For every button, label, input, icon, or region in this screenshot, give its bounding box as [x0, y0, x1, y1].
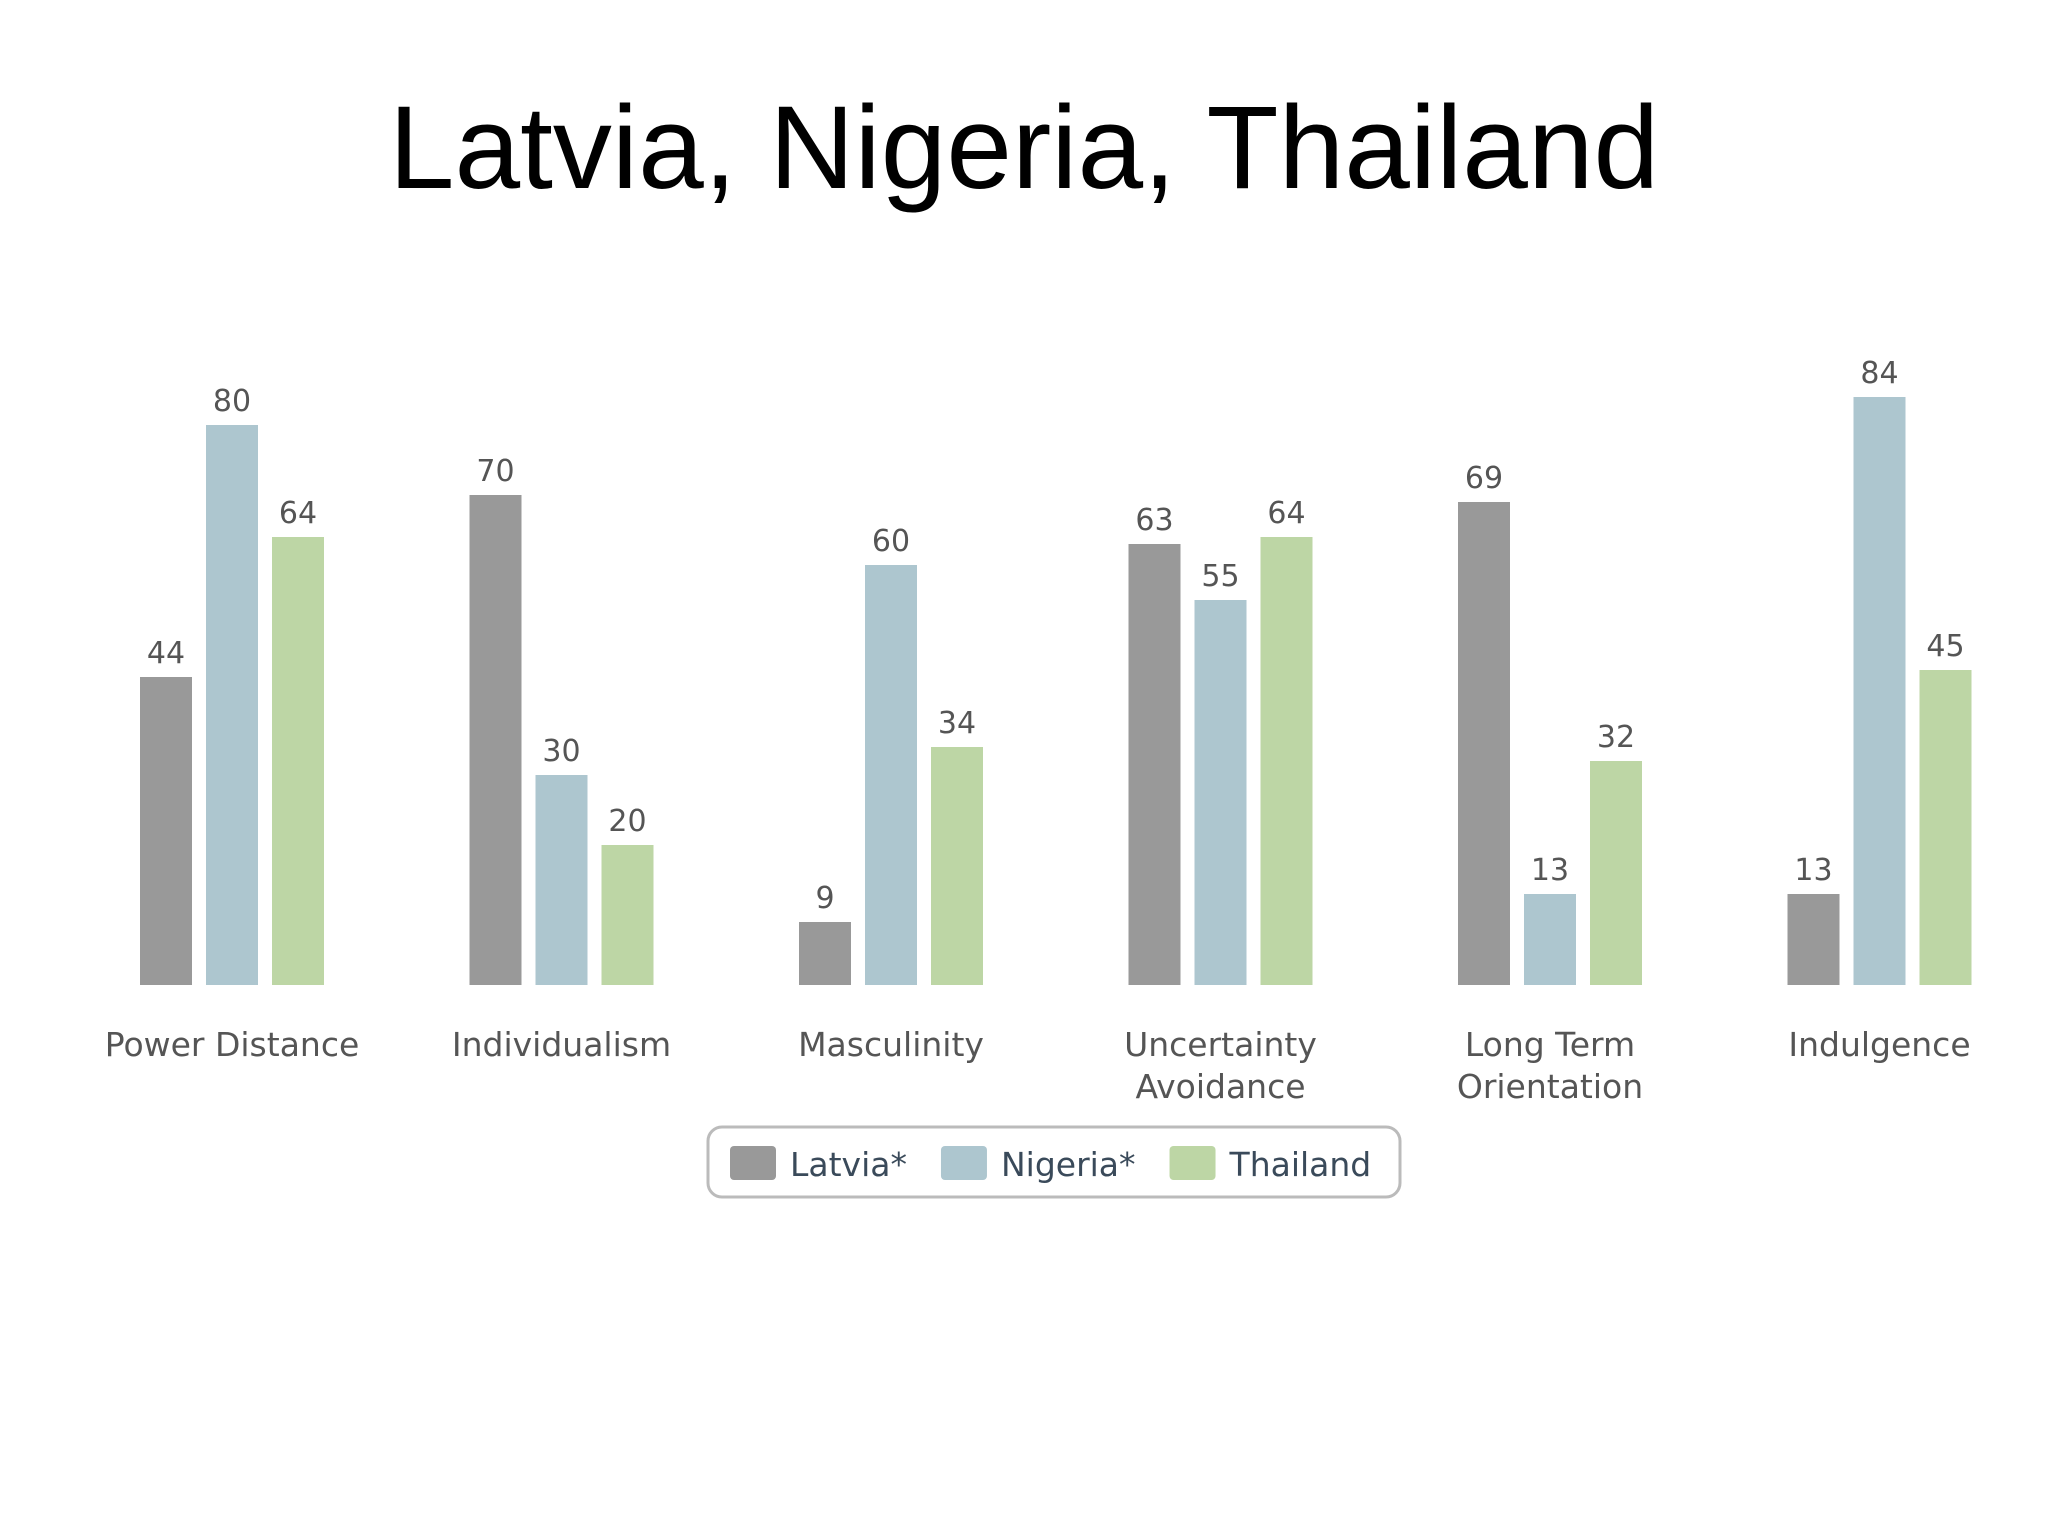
category-label: Indulgence [1788, 1025, 1970, 1064]
bar-nigeria-0 [206, 425, 258, 985]
category-label: Individualism [452, 1025, 671, 1064]
legend-label: Latvia* [790, 1145, 907, 1184]
category-label: Masculinity [798, 1025, 984, 1064]
category-label: Power Distance [105, 1025, 360, 1064]
bar-latvia-4 [1458, 502, 1510, 985]
bar-nigeria-1 [535, 775, 588, 985]
value-label: 55 [1201, 559, 1239, 594]
category-label: Uncertainty [1124, 1025, 1317, 1064]
bar-latvia-3 [1128, 544, 1181, 985]
value-label: 34 [938, 706, 976, 741]
bar-latvia-5 [1787, 894, 1840, 985]
category-label: Long Term [1465, 1025, 1635, 1064]
legend: Latvia* Nigeria* Thailand [706, 1125, 1402, 1199]
bar-nigeria-5 [1853, 397, 1906, 985]
bar-latvia-0 [140, 677, 192, 985]
value-label: 84 [1860, 356, 1898, 391]
value-label: 13 [1531, 853, 1569, 888]
bar-nigeria-3 [1194, 600, 1247, 985]
bar-latvia-1 [469, 495, 522, 985]
legend-swatch [1169, 1146, 1216, 1180]
legend-label: Thailand [1229, 1145, 1372, 1184]
bar-thailand-4 [1590, 761, 1642, 985]
value-label: 80 [213, 384, 251, 419]
value-label: 9 [815, 881, 834, 916]
legend-box [706, 1125, 1402, 1199]
value-labels-group: 44 80 64 70 30 20 9 60 34 63 55 64 69 13 32 13 84 45 [147, 356, 1965, 916]
bar-thailand-5 [1919, 670, 1972, 985]
value-label: 63 [1135, 503, 1173, 538]
value-label: 60 [872, 524, 910, 559]
value-label: 13 [1794, 853, 1832, 888]
bars-group [140, 397, 1972, 985]
value-label: 64 [1267, 496, 1305, 531]
bar-thailand-1 [601, 845, 654, 985]
category-label: Orientation [1457, 1067, 1643, 1106]
bar-nigeria-4 [1524, 894, 1576, 985]
legend-swatch [940, 1146, 987, 1180]
bar-thailand-2 [931, 747, 983, 985]
value-label: 70 [476, 454, 514, 489]
page-title: Latvia, Nigeria, Thailand [388, 82, 1660, 214]
legend-label: Nigeria* [1001, 1145, 1136, 1184]
value-label: 64 [279, 496, 317, 531]
value-label: 20 [608, 804, 646, 839]
value-label: 44 [147, 636, 185, 671]
category-label: Avoidance [1135, 1067, 1305, 1106]
value-label: 32 [1597, 720, 1635, 755]
bar-thailand-0 [272, 537, 324, 985]
value-label: 45 [1926, 629, 1964, 664]
legend-swatch [730, 1146, 776, 1180]
value-label: 69 [1465, 461, 1503, 496]
bar-thailand-3 [1260, 537, 1313, 985]
bar-latvia-2 [799, 922, 851, 985]
bar-nigeria-2 [865, 565, 917, 985]
value-label: 30 [542, 734, 580, 769]
category-labels-group: Power Distance Individualism Masculinity Un… [105, 1025, 1971, 1106]
